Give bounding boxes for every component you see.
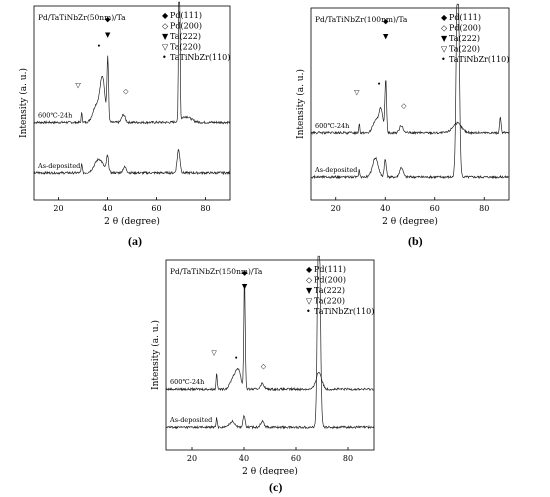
- xrd-chart-b: 20 40 60 80 2 θ (degree) Intensity (a. u.) Pd/…: [295, 3, 510, 227]
- series-line: [33, 1, 231, 125]
- legend-symbol: ▼: [306, 286, 313, 295]
- caption-b: (b): [408, 234, 423, 248]
- y-axis-label: Intensity (a. u.): [150, 320, 161, 390]
- x-tick-label: 80: [479, 204, 489, 213]
- peak-marker: ▼: [242, 283, 248, 291]
- x-tick-label: 60: [291, 454, 301, 463]
- legend-symbol: ◇: [441, 24, 448, 33]
- legend-symbol: ◆: [306, 265, 313, 274]
- legend-label: Pd(200): [170, 22, 202, 31]
- legend-symbol: ▼: [162, 32, 169, 41]
- legend-symbol: ◆: [441, 13, 448, 22]
- legend-symbol: ▽: [306, 297, 313, 306]
- peak-marker: ▼: [383, 33, 389, 41]
- x-tick-label: 40: [380, 204, 390, 213]
- series-label: As-deposited: [169, 416, 212, 424]
- series-line: [165, 255, 375, 430]
- y-axis-label: Intensity (a. u.): [295, 69, 306, 139]
- caption-a: (a): [128, 234, 142, 248]
- peak-marker: ▽: [211, 349, 217, 357]
- x-axis-label: 2 θ (degree): [242, 466, 298, 475]
- peak-marker: ◇: [123, 87, 129, 95]
- plot-frame: [165, 259, 375, 451]
- peak-marker: ▽: [354, 88, 360, 96]
- peak-marker: •: [377, 81, 381, 89]
- y-axis-label: Intensity (a. u.): [18, 68, 29, 138]
- series-line: [33, 148, 231, 176]
- legend-symbol: ◇: [162, 22, 169, 31]
- series-label: 600℃-24h: [38, 111, 72, 119]
- x-axis-label: 2 θ (degree): [104, 216, 160, 227]
- x-tick-label: 60: [151, 204, 161, 213]
- series-line: [310, 3, 510, 180]
- peak-marker: ◇: [261, 362, 267, 370]
- peak-marker: ◆: [242, 269, 248, 277]
- x-tick-label: 40: [239, 454, 249, 463]
- legend-label: TaTiNbZr(110): [449, 55, 509, 64]
- peak-marker: ▽: [75, 81, 81, 89]
- series-line: [165, 283, 375, 392]
- legend-label: Ta(220): [170, 43, 201, 52]
- legend-label: Ta(222): [314, 286, 345, 295]
- legend-symbol: ◇: [306, 276, 313, 285]
- legend-symbol: •: [306, 307, 311, 316]
- x-tick-label: 80: [343, 454, 353, 463]
- legend-symbol: •: [162, 53, 167, 62]
- legend-symbol: ▽: [441, 45, 448, 54]
- x-tick-label: 20: [53, 204, 63, 213]
- x-tick-label: 20: [187, 454, 197, 463]
- legend-label: Ta(222): [449, 34, 480, 43]
- peak-marker: ◇: [401, 102, 407, 110]
- caption-c: (c): [269, 480, 283, 494]
- peak-marker: •: [97, 43, 101, 51]
- peak-marker: ▼: [105, 31, 111, 39]
- plot-frame: [310, 7, 510, 201]
- x-tick-label: 20: [331, 204, 341, 213]
- legend-label: Pd(111): [170, 11, 202, 20]
- series-label: 600℃-24h: [315, 122, 349, 130]
- legend-symbol: ▼: [441, 34, 448, 43]
- plot-frame: [33, 5, 231, 201]
- legend-label: Pd(111): [449, 13, 481, 22]
- xrd-chart-a: 20 40 60 80 2 θ (degree) Intensity (a. u.) Pd/…: [18, 1, 231, 227]
- series-label: As-deposited: [37, 162, 80, 170]
- legend-label: TaTiNbZr(110): [170, 53, 230, 62]
- peak-marker: •: [234, 355, 238, 363]
- legend-symbol: ▽: [162, 43, 169, 52]
- legend-label: Ta(220): [314, 297, 345, 306]
- x-axis-label: 2 θ (degree): [382, 216, 438, 227]
- legend-symbol: •: [441, 55, 446, 64]
- peak-marker: ◆: [105, 16, 111, 24]
- x-tick-label: 80: [200, 204, 210, 213]
- chart-title: Pd/TaTiNbZr(100nm)/Ta: [315, 15, 408, 24]
- chart-title: Pd/TaTiNbZr(150nm)/Ta: [170, 267, 263, 276]
- legend-label: Pd(200): [314, 276, 346, 285]
- legend-label: Ta(222): [170, 32, 201, 41]
- series-label: 600℃-24h: [170, 378, 204, 386]
- xrd-chart-c: 20 40 60 80 2 θ (degree) Intensity (a. u.) Pd/…: [150, 255, 375, 475]
- legend-label: Ta(220): [449, 45, 480, 54]
- x-tick-label: 40: [102, 204, 112, 213]
- chart-title: Pd/TaTiNbZr(50nm)/Ta: [38, 13, 126, 22]
- series-label: As-deposited: [314, 166, 357, 174]
- legend-symbol: ◆: [162, 11, 169, 20]
- legend-label: TaTiNbZr(110): [314, 307, 374, 316]
- series-line: [310, 80, 510, 136]
- legend-label: Pd(111): [314, 265, 346, 274]
- x-tick-label: 60: [430, 204, 440, 213]
- legend-label: Pd(200): [449, 24, 481, 33]
- peak-marker: ◆: [383, 17, 389, 25]
